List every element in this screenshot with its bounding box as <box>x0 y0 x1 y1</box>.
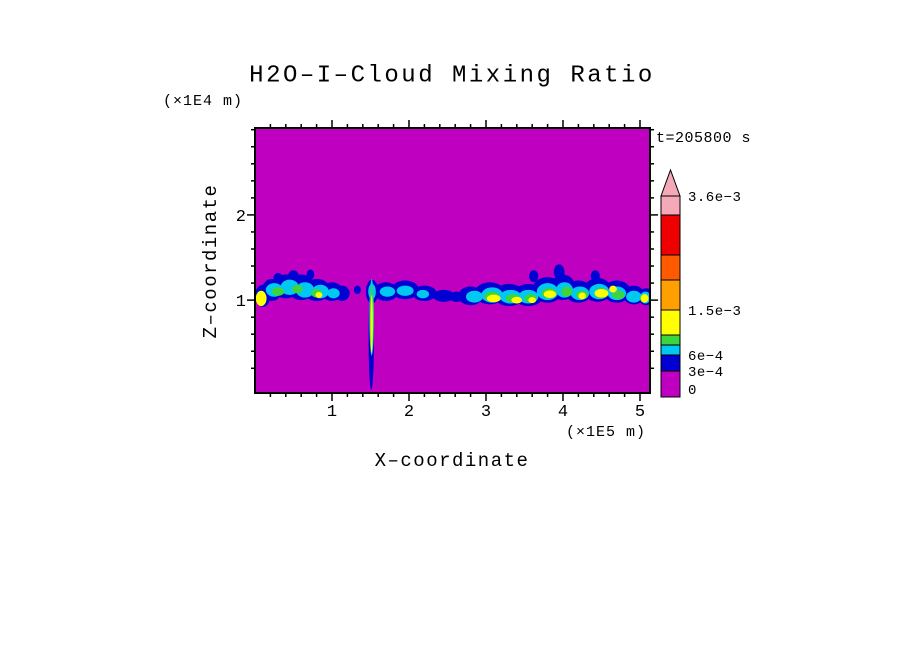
cloud-blob-yellow <box>543 290 557 298</box>
cloud-blob-cyan <box>626 290 642 303</box>
colorbar-label: 3e−4 <box>688 365 724 381</box>
cloud-blob-yellow <box>315 292 323 298</box>
cloud-blob-green <box>271 287 285 296</box>
x-tick-label: 5 <box>635 403 645 422</box>
cloud-blob-cyan <box>379 286 396 297</box>
colorbar-top-label: 3.6e−3 <box>688 190 741 206</box>
cloud-blob-yellow <box>609 285 617 293</box>
colorbar-segment <box>660 195 681 216</box>
colorbar-segment <box>660 254 681 281</box>
cloud-blob-yellow <box>528 297 537 304</box>
colorbar-segment <box>660 370 681 398</box>
x-tick-label: 3 <box>481 403 491 422</box>
colorbar-label: 1.5e−3 <box>688 304 741 320</box>
cloud-blob-yellow <box>511 296 523 304</box>
plot-background <box>255 128 650 393</box>
plot-frame <box>254 127 651 394</box>
cloud-blob-blue <box>288 270 299 283</box>
colorbar-label: 6e−4 <box>688 349 724 365</box>
cloud-blob-blue <box>306 269 315 280</box>
cloud-blob-blue <box>353 285 361 295</box>
cloud-blob-green <box>612 290 625 300</box>
axis-ticks <box>247 120 658 401</box>
cloud-blob-cyan <box>465 290 483 303</box>
y-axis-unit-label: (×1E4 m) <box>163 93 244 110</box>
colorbar-segment <box>660 279 681 311</box>
colorbar-segment <box>660 344 681 356</box>
cloud-blob-green <box>291 284 303 294</box>
cloud-blob-yellow <box>255 290 267 307</box>
cloud-contours <box>255 264 650 390</box>
cloud-blob-blue <box>553 264 565 280</box>
cloud-blob-yellow <box>640 294 649 303</box>
y-tick-label: 1 <box>236 293 246 312</box>
colorbar-segment <box>660 354 681 372</box>
cloud-blob-yellow <box>578 292 587 300</box>
colorbar-segment <box>660 334 681 346</box>
colorbar-segment <box>660 214 681 256</box>
cloud-blob-yellow <box>594 289 609 298</box>
x-axis-unit-label: (×1E5 m) <box>566 424 647 441</box>
cloud-blob-cyan <box>416 289 430 299</box>
x-tick-label: 1 <box>327 403 337 422</box>
y-tick-label: 2 <box>236 208 246 227</box>
colorbar: 0 3e−46e−4 1.5e−3 3.6e−3 <box>660 168 741 399</box>
cloud-blob-blue <box>334 285 350 301</box>
x-tick-label: 4 <box>558 403 568 422</box>
cloud-blob-yellow <box>486 294 501 303</box>
cloud-blob-blue <box>529 270 539 283</box>
cloud-blob-blue <box>590 270 600 283</box>
chart-title: H2O–I–Cloud Mixing Ratio <box>249 62 655 90</box>
time-annotation: t=205800 s <box>656 130 752 147</box>
cloud-blob-cyan <box>327 288 340 299</box>
cloud-blob-blue <box>432 289 455 302</box>
colorbar-segment <box>660 309 681 336</box>
cloud-blob-blue <box>273 272 283 284</box>
cloud-blob-green <box>561 286 573 297</box>
cloud-blob-yellow <box>370 295 373 353</box>
cloud-blob-cyan <box>396 285 414 296</box>
colorbar-arrow <box>660 168 681 197</box>
colorbar-label: 0 <box>688 383 697 399</box>
x-axis-title: X–coordinate <box>374 450 530 472</box>
x-tick-label: 2 <box>404 403 414 422</box>
